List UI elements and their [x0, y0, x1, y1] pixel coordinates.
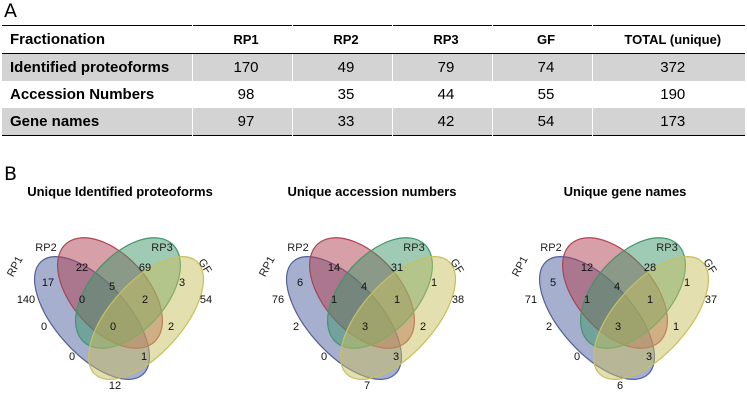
venn-region-count: 1: [647, 294, 653, 306]
table-cell: 79: [391, 53, 492, 81]
table-row: Identified proteoforms 170 49 79 74 372: [2, 53, 745, 81]
venn-region-count: 140: [17, 294, 35, 306]
panel-label-a: A: [4, 0, 17, 22]
table-cell: 33: [291, 108, 392, 136]
venn-set-label: RP1: [510, 254, 531, 279]
venn-region-count: 1: [331, 294, 337, 306]
venn-diagram-proteoforms: Unique Identified proteoforms RP1 RP2 RP3 GF…: [0, 180, 240, 400]
column-header: TOTAL (unique): [591, 25, 745, 54]
venn-set-label: RP2: [540, 242, 561, 254]
venn-region-count: 6: [617, 380, 623, 392]
venn-set-label: RP3: [656, 242, 677, 254]
table-cell: 42: [391, 108, 492, 136]
table-cell: 97: [191, 108, 292, 136]
table-cell: 170: [191, 53, 292, 81]
table-cell: 35: [291, 81, 392, 108]
venn-region-count: 17: [42, 277, 54, 289]
venn-set-gf: [87, 255, 205, 381]
venn-region-count: 0: [574, 351, 580, 363]
venn-region-count: 6: [297, 277, 303, 289]
venn-region-count: 54: [200, 294, 212, 306]
venn-region-count: 0: [69, 351, 75, 363]
venn-region-count: 69: [139, 262, 151, 274]
row-label: Accession Numbers: [2, 81, 192, 108]
venn-region-count: 2: [142, 294, 148, 306]
venn-diagram-accession-numbers: Unique accession numbers RP1 RP2 RP3 GF 76 14 3…: [252, 180, 492, 400]
row-label: Identified proteoforms: [2, 53, 192, 81]
venn-region-count: 4: [614, 281, 620, 293]
venn-region-count: 1: [673, 321, 679, 333]
venn-region-count: 0: [41, 321, 47, 333]
venn-region-count: 5: [109, 281, 115, 293]
fractionation-table: Fractionation RP1 RP2 RP3 GF TOTAL (uniq…: [2, 25, 745, 136]
table-cell: 372: [591, 53, 745, 81]
venn-region-count: 7: [364, 380, 370, 392]
row-label: Gene names: [2, 108, 192, 136]
column-header: Fractionation: [2, 25, 192, 54]
table-cell: 49: [291, 53, 392, 81]
venn-region-count: 28: [644, 262, 656, 274]
table-cell: 173: [591, 108, 745, 136]
venn-region-count: 1: [431, 277, 437, 289]
panel-label-b: B: [4, 163, 18, 185]
venn-region-count: 0: [79, 294, 85, 306]
column-header: GF: [491, 25, 592, 54]
column-header: RP3: [391, 25, 492, 54]
venn-region-count: 37: [705, 294, 717, 306]
venn-region-count: 0: [321, 351, 327, 363]
venn-region-count: 4: [361, 281, 367, 293]
venn-set-label: RP1: [257, 254, 278, 279]
venn-title: Unique gene names: [563, 184, 687, 199]
venn-set-label: RP2: [287, 242, 308, 254]
column-header: RP1: [191, 25, 292, 54]
venn-region-count: 3: [179, 277, 185, 289]
venn-region-count: 2: [168, 321, 174, 333]
venn-set-label: RP3: [403, 242, 424, 254]
venn-region-count: 3: [615, 321, 621, 333]
venn-title: Unique accession numbers: [287, 184, 457, 199]
venn-region-count: 2: [293, 321, 299, 333]
venn-title: Unique Identified proteoforms: [27, 184, 213, 199]
venn-region-count: 1: [141, 351, 147, 363]
table-cell: 55: [491, 81, 592, 108]
table-row: Accession Numbers 98 35 44 55 190: [2, 81, 745, 108]
table-row: Gene names 97 33 42 54 173: [2, 108, 745, 136]
venn-region-count: 71: [525, 294, 537, 306]
venn-region-count: 31: [391, 262, 403, 274]
table-cell: 190: [591, 81, 745, 108]
venn-region-count: 2: [546, 321, 552, 333]
table-cell: 44: [391, 81, 492, 108]
venn-region-count: 12: [581, 262, 593, 274]
column-header: RP2: [291, 25, 392, 54]
table-cell: 54: [491, 108, 592, 136]
venn-set-gf: [339, 255, 457, 381]
table-cell: 98: [191, 81, 292, 108]
venn-region-count: 76: [272, 294, 284, 306]
venn-region-count: 12: [109, 380, 121, 392]
venn-region-count: 22: [76, 262, 88, 274]
venn-region-count: 1: [684, 277, 690, 289]
venn-region-count: 5: [550, 277, 556, 289]
venn-region-count: 3: [362, 321, 368, 333]
venn-region-count: 14: [328, 262, 340, 274]
table-cell: 74: [491, 53, 592, 81]
venn-set-label: RP3: [151, 242, 172, 254]
venn-set-label: RP1: [5, 254, 26, 279]
venn-set-gf: [592, 255, 710, 381]
venn-region-count: 0: [110, 321, 116, 333]
venn-region-count: 1: [584, 294, 590, 306]
venn-region-count: 38: [452, 294, 464, 306]
venn-region-count: 3: [393, 351, 399, 363]
venn-region-count: 3: [646, 351, 652, 363]
table-header-row: Fractionation RP1 RP2 RP3 GF TOTAL (uniq…: [2, 25, 745, 54]
venn-region-count: 2: [420, 321, 426, 333]
venn-diagram-gene-names: Unique gene names RP1 RP2 RP3 GF 71 12 28 37 5 4 1 1…: [505, 180, 745, 400]
venn-region-count: 1: [394, 294, 400, 306]
venn-set-label: RP2: [35, 242, 56, 254]
